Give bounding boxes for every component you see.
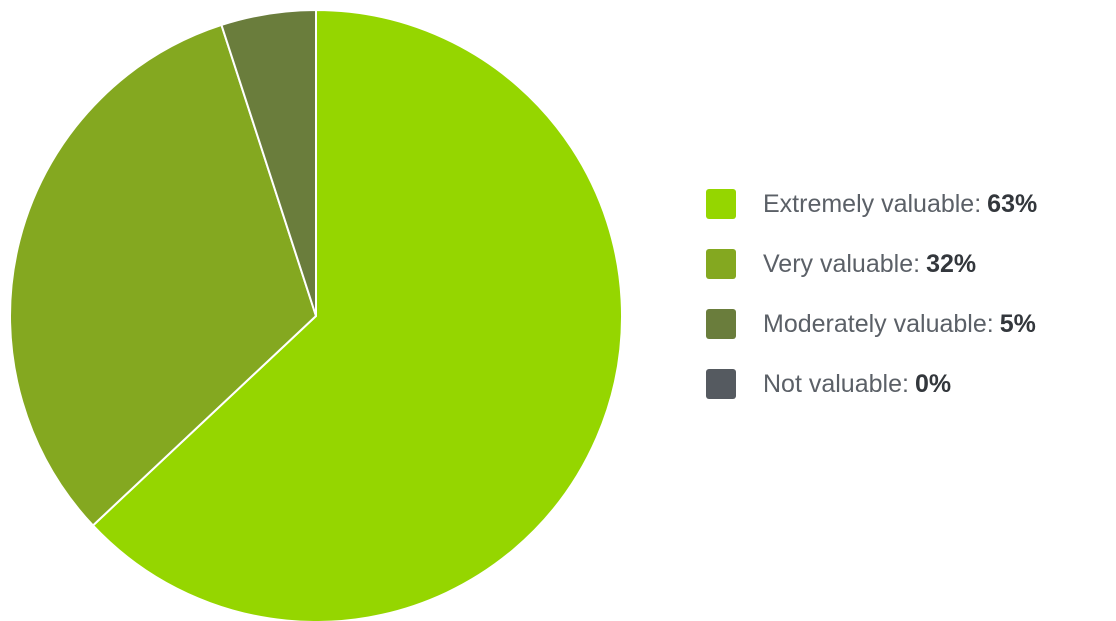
legend-swatch (706, 369, 736, 399)
legend-swatch (706, 309, 736, 339)
legend-item-not-valuable: Not valuable:0% (706, 366, 1037, 402)
legend-label: Not valuable (763, 369, 902, 398)
legend-item-very-valuable: Very valuable:32% (706, 246, 1037, 282)
legend-value: 0% (914, 369, 952, 398)
pie-slice-very-valuable (9, 23, 317, 527)
legend-swatch (706, 189, 736, 219)
legend-separator: : (913, 249, 921, 278)
legend-label: Extremely valuable (763, 189, 975, 218)
legend-swatch (706, 249, 736, 279)
pie-slice-moderately-valuable (220, 9, 317, 317)
legend-label: Very valuable (763, 249, 914, 278)
legend-separator: : (986, 309, 994, 338)
legend-item-moderately-valuable: Moderately valuable:5% (706, 306, 1037, 342)
legend-value: 5% (999, 309, 1036, 338)
chart-legend: Extremely valuable:63% Very valuable:32% M… (706, 186, 1037, 426)
legend-separator: : (974, 189, 982, 218)
legend-label: Moderately valuable (763, 309, 987, 338)
pie-slice-extremely-valuable (91, 9, 623, 621)
legend-value: 63% (987, 189, 1038, 218)
legend-separator: : (901, 369, 909, 398)
legend-value: 32% (926, 249, 977, 278)
legend-item-extremely-valuable: Extremely valuable:63% (706, 186, 1037, 222)
